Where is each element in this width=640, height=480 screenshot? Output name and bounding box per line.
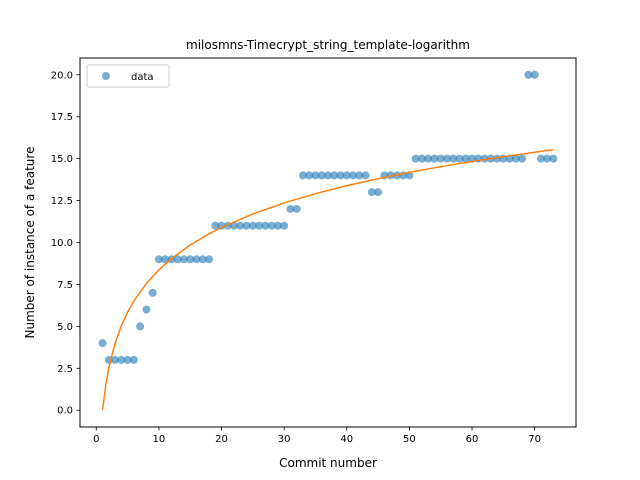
data-point [367,188,376,197]
data-point [242,221,251,230]
data-point [267,221,276,230]
y-tick-label: 20.0 [51,70,73,81]
data-point [179,255,188,264]
data-point [361,171,370,180]
data-point [298,171,307,180]
y-tick-label: 5.0 [57,322,73,333]
data-point [286,204,295,213]
legend-box [86,64,170,88]
x-tick-label: 60 [466,434,479,445]
data-point [148,288,157,297]
data-point [449,154,458,163]
data-point [543,154,552,163]
data-point [161,255,170,264]
x-axis: 0 10 20 30 40 50 60 70 [93,427,541,445]
fit-line [101,149,554,411]
x-tick-label: 0 [93,434,99,445]
data-point [192,255,201,264]
data-point [136,322,145,331]
x-tick-label: 50 [403,434,416,445]
data-point [461,154,470,163]
data-point [117,355,126,364]
data-point [330,171,339,180]
data-point [280,221,289,230]
data-point [129,355,138,364]
data-point [424,154,433,163]
data-point [530,70,539,79]
data-point [524,70,533,79]
data-point [186,255,195,264]
data-point [317,171,326,180]
data-point [236,221,245,230]
data-point [248,221,257,230]
data-point [255,221,264,230]
x-tick-label: 40 [340,434,353,445]
data-point [417,154,426,163]
data-point [536,154,545,163]
data-point [493,154,502,163]
data-point [198,255,207,264]
axes-frame [79,57,577,428]
plot-area [98,70,558,411]
data-point [355,171,364,180]
y-axis: 0.0 2.5 5.0 7.5 10.0 12.5 15.0 17.5 20.0 [51,70,80,417]
data-point [455,154,464,163]
data-point [374,188,383,197]
y-tick-label: 2.5 [57,364,73,375]
data-point [349,171,358,180]
legend-label-data: data [131,72,154,83]
data-point [205,255,214,264]
data-point [511,154,520,163]
data-point [292,204,301,213]
data-point [305,171,314,180]
data-point [430,154,439,163]
x-tick-label: 70 [528,434,541,445]
x-tick-label: 10 [153,434,166,445]
y-tick-label: 0.0 [57,406,73,417]
x-axis-title: Commit number [279,456,377,470]
y-tick-label: 15.0 [51,154,73,165]
data-point [123,355,132,364]
data-point [336,171,345,180]
legend: data [86,64,170,88]
data-point [324,171,332,180]
chart-title: milosmns-Timecrypt_string_template-logar… [186,38,470,52]
data-point [518,154,527,163]
data-point [311,171,320,180]
legend-marker-data [102,72,110,80]
y-tick-label: 10.0 [51,238,73,249]
data-point [211,221,220,230]
data-point [173,255,182,264]
y-tick-label: 12.5 [51,196,73,207]
data-point [386,171,395,180]
y-axis-title: Number of instance of a feature [23,147,37,339]
data-point [154,255,163,264]
data-point [142,305,151,314]
data-point [111,355,120,364]
data-point [549,154,558,163]
data-point [98,339,107,348]
data-point [217,221,226,230]
data-point [273,221,282,230]
y-tick-label: 7.5 [57,280,73,291]
y-tick-label: 17.5 [51,112,73,123]
data-point [342,171,351,180]
data-point [261,221,270,230]
data-point [411,154,420,163]
x-tick-label: 30 [278,434,291,445]
data-point [436,154,445,163]
x-tick-label: 20 [215,434,228,445]
data-point [442,154,451,163]
